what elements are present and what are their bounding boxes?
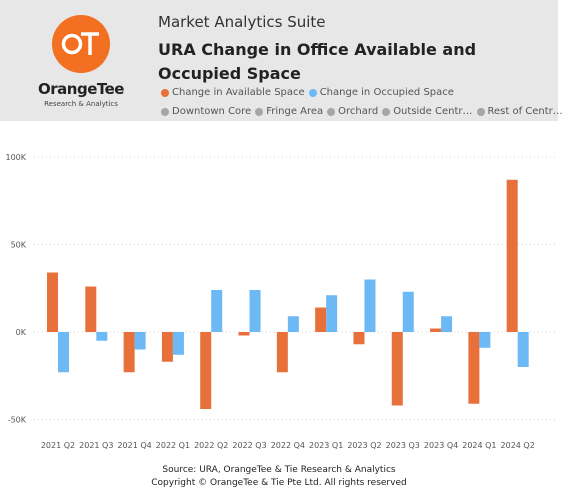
y-tick-label: 0K bbox=[16, 328, 27, 337]
bar-available bbox=[123, 332, 135, 373]
bar-available bbox=[353, 332, 365, 345]
filter-label: Downtown Core bbox=[172, 106, 252, 117]
bar-occupied bbox=[172, 332, 184, 355]
bar-occupied bbox=[326, 295, 338, 332]
region-filter-legend: Downtown Core Fringe Area Orchard Outsid… bbox=[161, 106, 562, 117]
x-tick-label: 2022 Q4 bbox=[271, 441, 305, 450]
x-tick-label: 2022 Q3 bbox=[232, 441, 266, 450]
bar-occupied bbox=[287, 316, 299, 332]
bar-occupied bbox=[441, 316, 453, 332]
x-tick-label: 2021 Q2 bbox=[41, 441, 75, 450]
bar-available bbox=[200, 332, 212, 409]
bar-available bbox=[391, 332, 403, 406]
bar-occupied bbox=[517, 332, 529, 367]
chart-title: URA Change in Office Available and Occup… bbox=[158, 40, 477, 83]
bar-occupied bbox=[249, 290, 261, 332]
bar-chart: 100K 50K 0K -50K 2021 Q2 2021 Q3 2021 Q4 2022 Q… bbox=[5, 153, 556, 450]
x-tick-label: 2023 Q2 bbox=[347, 441, 381, 450]
legend-dot-icon bbox=[327, 107, 336, 116]
legend-dot-icon bbox=[255, 107, 264, 116]
orangetee-logo bbox=[52, 15, 110, 73]
x-tick-label: 2024 Q1 bbox=[462, 441, 496, 450]
logo-brand-name: OrangeTee bbox=[38, 80, 124, 98]
y-tick-label: 50K bbox=[11, 241, 27, 250]
x-tick-label: 2022 Q1 bbox=[156, 441, 190, 450]
bar-available bbox=[47, 272, 58, 332]
bar-available bbox=[506, 179, 518, 332]
legend-dot-icon bbox=[308, 88, 317, 97]
filter-label: Fringe Area bbox=[266, 106, 324, 117]
series-legend: Change in Available Space Change in Occu… bbox=[161, 87, 458, 98]
bar-available bbox=[315, 307, 327, 332]
x-tick-label: 2022 Q2 bbox=[194, 441, 228, 450]
copyright-note: Copyright © OrangeTee & Tie Pte Ltd. All… bbox=[151, 478, 407, 488]
suite-title: Market Analytics Suite bbox=[158, 13, 326, 31]
filter-outside-central[interactable]: Outside Centr… bbox=[382, 106, 473, 117]
filter-rest-of-central[interactable]: Rest of Centr… bbox=[476, 106, 562, 117]
report-header: OrangeTee Research & Analytics Market An… bbox=[0, 0, 562, 121]
legend-label: Change in Occupied Space bbox=[319, 87, 454, 98]
bar-available bbox=[430, 328, 442, 332]
y-tick-label: -50K bbox=[8, 416, 27, 425]
bar-occupied bbox=[96, 332, 108, 341]
legend-dot-icon bbox=[161, 107, 169, 116]
filter-label: Rest of Centr… bbox=[487, 106, 562, 117]
x-tick-label: 2023 Q1 bbox=[309, 441, 343, 450]
x-tick-label: 2024 Q2 bbox=[501, 441, 535, 450]
x-tick-label: 2023 Q4 bbox=[424, 441, 458, 450]
bar-available bbox=[468, 332, 480, 404]
x-tick-label: 2023 Q3 bbox=[386, 441, 420, 450]
legend-label: Change in Available Space bbox=[172, 87, 305, 98]
legend-dot-icon bbox=[382, 107, 391, 116]
bar-occupied bbox=[364, 279, 376, 332]
filter-label: Orchard bbox=[338, 106, 379, 117]
bar-available bbox=[276, 332, 288, 373]
bar-occupied bbox=[134, 332, 146, 350]
logo-tagline: Research & Analytics bbox=[44, 100, 118, 108]
y-tick-label: 100K bbox=[5, 153, 26, 162]
bar-available bbox=[161, 332, 173, 362]
legend-dot-icon bbox=[161, 88, 169, 97]
source-note: Source: URA, OrangeTee & Tie Research & … bbox=[162, 465, 396, 475]
filter-downtown-core[interactable]: Downtown Core bbox=[161, 106, 251, 117]
orangetee-monogram-icon bbox=[61, 32, 99, 55]
bar-occupied bbox=[479, 332, 491, 348]
bar-available bbox=[238, 332, 250, 336]
x-tick-label: 2021 Q3 bbox=[79, 441, 113, 450]
bar-available bbox=[85, 286, 97, 332]
filter-orchard[interactable]: Orchard bbox=[327, 106, 378, 117]
bar-occupied bbox=[402, 291, 414, 332]
filter-label: Outside Centr… bbox=[393, 106, 473, 117]
footer: Source: URA, OrangeTee & Tie Research & … bbox=[0, 464, 558, 490]
x-tick-label: 2021 Q4 bbox=[117, 441, 151, 450]
legend-dot-icon bbox=[476, 107, 485, 116]
legend-item-occupied[interactable]: Change in Occupied Space bbox=[308, 87, 454, 98]
bar-occupied bbox=[58, 332, 69, 373]
filter-fringe-area[interactable]: Fringe Area bbox=[255, 106, 323, 117]
bar-occupied bbox=[211, 290, 223, 332]
legend-item-available[interactable]: Change in Available Space bbox=[161, 87, 305, 98]
